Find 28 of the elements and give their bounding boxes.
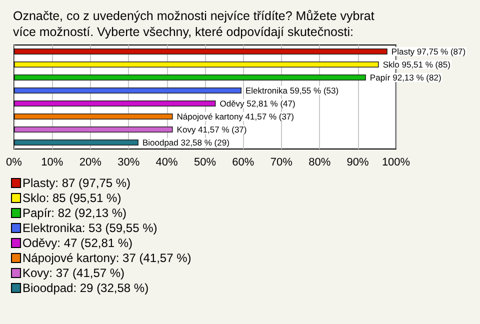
data-label: Elektronika 59,55 % (53) xyxy=(245,86,339,96)
x-tick-label: 30% xyxy=(118,156,140,168)
x-tick-label: 50% xyxy=(194,156,216,168)
x-tick-label: 100% xyxy=(382,156,410,168)
data-label: Nápojové kartony 41,57 % (37) xyxy=(176,112,294,122)
data-label: Kovy 41,57 % (37) xyxy=(176,124,247,134)
x-tick-label: 40% xyxy=(156,156,178,168)
x-tick-label: 90% xyxy=(346,156,370,168)
x-tick-label: 0% xyxy=(6,156,22,168)
data-label: Bioodpad 32,58 % (29) xyxy=(142,138,230,148)
x-tick-label: 10% xyxy=(41,156,64,168)
x-tick-label: 60% xyxy=(232,156,254,168)
x-tick-label: 80% xyxy=(308,156,331,168)
legend-label: Oděvy: 47 (52,81 %) xyxy=(22,236,133,250)
data-label: Sklo 95,51 % (85) xyxy=(382,60,451,70)
legend-label: Bioodpad: 29 (32,58 %) xyxy=(22,281,149,295)
legend-label: Plasty: 87 (97,75 %) xyxy=(22,176,131,190)
x-tick-label: 70% xyxy=(270,156,293,168)
legend-label: Nápojové kartony: 37 (41,57 %) xyxy=(22,251,192,265)
data-label: Papír 92,13 % (82) xyxy=(370,72,442,82)
legend-label: Papír: 82 (92,13 %) xyxy=(22,206,127,220)
legend-label: Sklo: 85 (95,51 %) xyxy=(22,191,122,205)
legend-label: Kovy: 37 (41,57 %) xyxy=(22,266,125,280)
data-label: Oděvy 52,81 % (47) xyxy=(220,98,296,108)
data-label: Plasty 97,75 % (87) xyxy=(391,46,466,56)
legend-label: Elektronika: 53 (59,55 %) xyxy=(22,221,158,235)
chart-title: Označte, co z uvedených možnosti nejvíce třídíte? Můžete vybrat více možností. Vyberte všechny, které odpovídají skutečnosti: xyxy=(13,9,378,39)
x-tick-label: 20% xyxy=(79,156,102,168)
